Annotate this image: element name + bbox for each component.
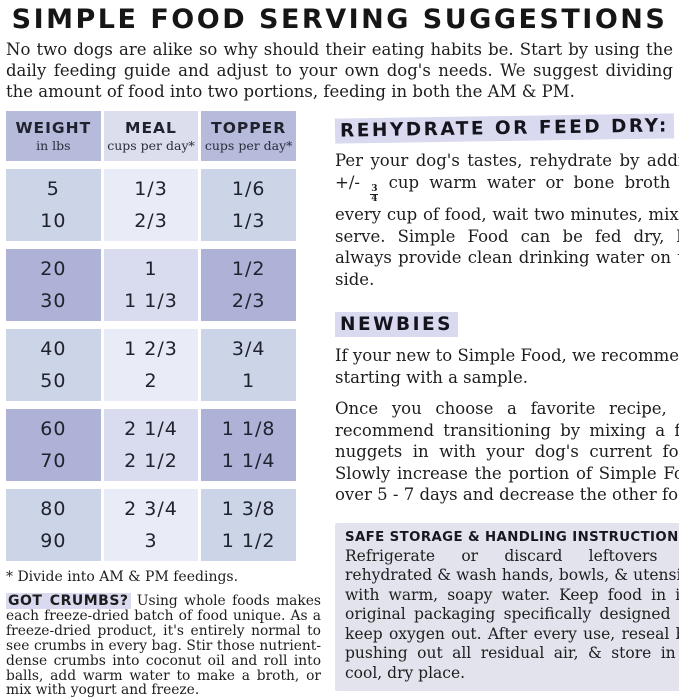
left-column: WEIGHT in lbs MEAL cups per day* TOPPER … bbox=[6, 111, 321, 698]
meal-value: 1 1/3 bbox=[124, 289, 178, 312]
meal-cell: 1/3 2/3 bbox=[103, 169, 199, 241]
table-band-20-30: 20 30 1 1 1/3 1/2 2/3 bbox=[6, 249, 296, 321]
weight-value: 5 bbox=[46, 178, 60, 201]
topper-value: 1 1/2 bbox=[221, 529, 276, 552]
table-footnote: * Divide into AM & PM feedings. bbox=[6, 569, 239, 585]
weight-value: 40 bbox=[40, 338, 67, 361]
topper-value: 1 1/4 bbox=[221, 449, 276, 472]
newbies-section-heading: NEWBIES bbox=[335, 307, 679, 338]
table-band-60-70: 60 70 2 1/4 2 1/2 1 1/8 1 1/4 bbox=[6, 409, 296, 481]
feeding-guide-table: WEIGHT in lbs MEAL cups per day* TOPPER … bbox=[6, 111, 296, 561]
got-crumbs-heading: GOT CRUMBS? bbox=[6, 593, 131, 609]
newbies-heading-highlight: NEWBIES bbox=[335, 312, 458, 338]
topper-cell: 1 3/8 1 1/2 bbox=[201, 489, 296, 561]
meal-cell: 2 3/4 3 bbox=[103, 489, 199, 561]
meal-value: 2 3/4 bbox=[124, 498, 178, 521]
weight-value: 80 bbox=[40, 498, 67, 521]
rehydrate-body-after: cup warm water or bone broth for every c… bbox=[335, 172, 679, 289]
weight-column-header: WEIGHT in lbs bbox=[6, 111, 101, 161]
main-columns: WEIGHT in lbs MEAL cups per day* TOPPER … bbox=[6, 111, 679, 698]
meal-value: 1 2/3 bbox=[124, 338, 178, 361]
rehydrate-body-before: Per your dog's tastes, rehydrate by addi… bbox=[335, 151, 679, 192]
topper-value: 1 1/8 bbox=[221, 418, 276, 441]
topper-cell: 3/4 1 bbox=[201, 329, 296, 401]
meal-header-sublabel: cups per day* bbox=[107, 138, 195, 153]
meal-cell: 1 2/3 2 bbox=[103, 329, 199, 401]
rehydrate-heading-highlight: REHYDRATE OR FEED DRY: bbox=[334, 113, 675, 144]
weight-value: 10 bbox=[40, 209, 67, 232]
meal-column-header: MEAL cups per day* bbox=[103, 111, 199, 161]
got-crumbs-paragraph: GOT CRUMBS? Using whole foods makes each… bbox=[6, 593, 322, 698]
intro-text: No two dogs are alike so why should thei… bbox=[6, 40, 673, 101]
weight-value: 70 bbox=[40, 449, 67, 472]
meal-cell: 1 1 1/3 bbox=[103, 249, 199, 321]
safe-storage-heading: SAFE STORAGE & HANDLING INSTRUCTIONS: bbox=[345, 529, 679, 545]
table-header-row: WEIGHT in lbs MEAL cups per day* TOPPER … bbox=[6, 111, 296, 161]
topper-cell: 1 1/8 1 1/4 bbox=[201, 409, 296, 481]
topper-value: 1 bbox=[242, 369, 256, 392]
meal-value: 1/3 bbox=[134, 178, 168, 201]
got-crumbs-body: Using whole foods makes each freeze-drie… bbox=[6, 593, 322, 698]
weight-value: 30 bbox=[40, 289, 67, 312]
fraction-denominator: 4 bbox=[371, 193, 378, 204]
topper-value: 1 3/8 bbox=[221, 498, 276, 521]
table-band-80-90: 80 90 2 3/4 3 1 3/8 1 1/2 bbox=[6, 489, 296, 561]
meal-header-label: MEAL bbox=[125, 119, 177, 137]
weight-value: 50 bbox=[40, 369, 67, 392]
page-title: SIMPLE FOOD SERVING SUGGESTIONS bbox=[11, 4, 668, 35]
weight-cell: 5 10 bbox=[6, 169, 101, 241]
meal-cell: 2 1/4 2 1/2 bbox=[103, 409, 199, 481]
newbies-body-1: If your new to Simple Food, we recommend… bbox=[335, 346, 679, 387]
topper-header-sublabel: cups per day* bbox=[204, 138, 293, 153]
rehydrate-body: Per your dog's tastes, rehydrate by addi… bbox=[335, 150, 679, 290]
safe-storage-body: Refrigerate or discard leftovers if rehy… bbox=[345, 546, 679, 682]
weight-cell: 40 50 bbox=[6, 329, 101, 401]
newbies-body-2: Once you choose a favorite recipe, we re… bbox=[335, 399, 679, 505]
topper-header-label: TOPPER bbox=[211, 119, 287, 137]
topper-value: 3/4 bbox=[231, 338, 266, 361]
weight-value: 60 bbox=[40, 418, 67, 441]
weight-cell: 80 90 bbox=[6, 489, 101, 561]
meal-value: 2 bbox=[144, 369, 158, 392]
meal-value: 2 1/2 bbox=[124, 449, 178, 472]
topper-column-header: TOPPER cups per day* bbox=[201, 111, 296, 161]
topper-value: 2/3 bbox=[231, 289, 266, 312]
topper-value: 1/3 bbox=[231, 209, 266, 232]
safe-storage-box: SAFE STORAGE & HANDLING INSTRUCTIONS: Re… bbox=[335, 522, 679, 692]
topper-cell: 1/6 1/3 bbox=[201, 169, 296, 241]
weight-cell: 20 30 bbox=[6, 249, 101, 321]
weight-header-label: WEIGHT bbox=[15, 119, 92, 137]
topper-value: 1/6 bbox=[231, 178, 266, 201]
table-band-5-10: 5 10 1/3 2/3 1/6 1/3 bbox=[6, 169, 296, 241]
weight-value: 20 bbox=[40, 258, 67, 281]
table-band-40-50: 40 50 1 2/3 2 3/4 1 bbox=[6, 329, 296, 401]
rehydrate-section-heading: REHYDRATE OR FEED DRY: bbox=[334, 111, 679, 144]
meal-value: 3 bbox=[144, 529, 158, 552]
meal-value: 1 bbox=[144, 258, 158, 281]
fraction-numerator: 3 bbox=[370, 183, 379, 195]
info-column: REHYDRATE OR FEED DRY: Per your dog's ta… bbox=[334, 111, 679, 698]
weight-header-sublabel: in lbs bbox=[36, 138, 71, 153]
meal-value: 2/3 bbox=[134, 209, 168, 232]
weight-value: 90 bbox=[40, 529, 67, 552]
weight-cell: 60 70 bbox=[6, 409, 101, 481]
meal-value: 2 1/4 bbox=[124, 418, 178, 441]
topper-cell: 1/2 2/3 bbox=[201, 249, 296, 321]
topper-value: 1/2 bbox=[231, 258, 266, 281]
